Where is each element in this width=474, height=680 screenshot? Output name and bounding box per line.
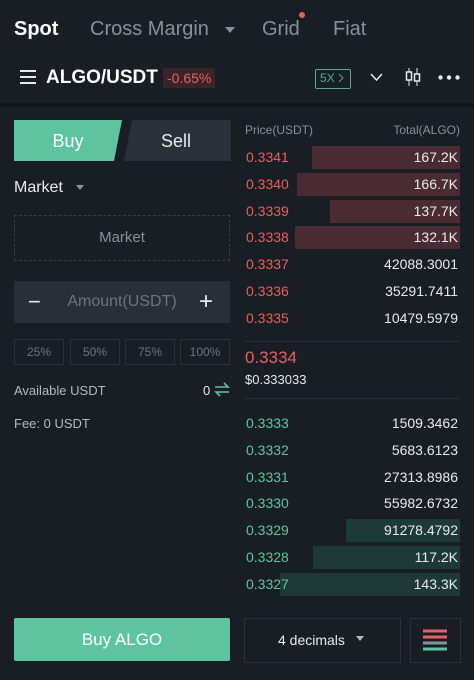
total: 132.1K xyxy=(413,229,458,246)
submit-button[interactable]: Buy ALGO xyxy=(14,618,230,661)
plus-button[interactable]: + xyxy=(199,288,214,315)
price: 0.3331 xyxy=(246,468,289,485)
depth-bar xyxy=(295,226,460,250)
total: 143.3K xyxy=(413,575,458,592)
pair-symbol[interactable]: ALGO/USDT xyxy=(46,67,158,88)
price: 0.3333 xyxy=(246,415,289,431)
price: 0.3338 xyxy=(246,229,289,246)
total: 117.2K xyxy=(414,549,458,565)
minus-button[interactable]: − xyxy=(28,289,41,314)
total: 27313.8986 xyxy=(384,468,458,485)
percent-button[interactable]: 25% xyxy=(14,339,64,365)
ask-row: 0.3338 132.1K xyxy=(244,226,460,250)
tab[interactable]: Spot xyxy=(14,18,59,40)
bid-row: 0.3331 27313.8986 xyxy=(244,466,460,489)
price: 0.3337 xyxy=(246,256,289,273)
bid-row: 0.3332 5683.6123 xyxy=(244,439,460,462)
total: 5683.6123 xyxy=(391,441,458,458)
depth-bar xyxy=(280,572,460,596)
bid-row: 0.3327 143.3K xyxy=(244,572,460,596)
tab[interactable]: Cross Margin xyxy=(90,18,209,40)
price: 0.3339 xyxy=(246,202,289,219)
dropdown-icon xyxy=(76,185,84,190)
depth-bar xyxy=(312,146,460,169)
divider xyxy=(0,103,474,107)
percent-button[interactable]: 50% xyxy=(70,339,120,365)
total: 42088.3001 xyxy=(384,256,458,273)
notification-dot xyxy=(299,12,305,18)
expand-icon[interactable] xyxy=(370,73,383,81)
price: 0.3327 xyxy=(246,575,289,592)
more-icon[interactable] xyxy=(438,75,460,80)
total: 166.7K xyxy=(413,175,458,192)
total: 1509.3462 xyxy=(391,415,458,431)
percent-button[interactable]: 75% xyxy=(125,339,175,365)
last-price-usd: $0.333033 xyxy=(245,372,307,387)
bid-row: 0.3333 1509.3462 xyxy=(244,412,460,435)
price-header: Price(USDT) xyxy=(245,123,313,137)
bid-row: 0.3328 117.2K xyxy=(244,546,460,569)
total-header: Total(ALGO) xyxy=(393,123,460,137)
leverage-box[interactable] xyxy=(315,69,351,89)
fee: Fee: 0 USDT xyxy=(14,416,90,431)
price-change: -0.65% xyxy=(163,68,216,88)
ask-row: 0.3336 35291.7411 xyxy=(244,280,460,303)
price: 0.3332 xyxy=(246,441,289,458)
bid-row: 0.3329 91278.4792 xyxy=(244,519,460,543)
decimals: 4 decimals xyxy=(278,632,345,648)
ask-row: 0.3341 167.2K xyxy=(244,146,460,169)
decimals-select[interactable] xyxy=(244,618,401,663)
menu-icon[interactable] xyxy=(20,70,36,84)
depth-bar xyxy=(346,519,460,543)
layout-button[interactable] xyxy=(410,618,461,663)
transfer-icon[interactable] xyxy=(214,382,230,397)
separator xyxy=(244,341,460,342)
chevron-icon xyxy=(338,73,344,83)
leverage: 5X xyxy=(320,71,335,85)
price: 0.3341 xyxy=(246,149,289,165)
total: 35291.7411 xyxy=(385,283,458,299)
price: 0.3340 xyxy=(246,175,289,192)
ask-row: 0.3337 42088.3001 xyxy=(244,253,460,276)
total: 167.2K xyxy=(413,149,458,165)
bid-row: 0.3330 55982.6732 xyxy=(244,492,460,515)
tab[interactable]: Fiat xyxy=(333,18,367,40)
depth-bar xyxy=(297,172,460,196)
price: 0.3336 xyxy=(246,283,289,299)
total: 137.7K xyxy=(413,202,458,219)
buy-tab[interactable]: Buy xyxy=(52,131,84,151)
dropdown-icon xyxy=(225,27,235,33)
percent-button[interactable]: 100% xyxy=(180,339,230,365)
separator xyxy=(244,398,460,399)
last-price: 0.3334 xyxy=(245,348,297,367)
order-type[interactable]: Market xyxy=(14,179,63,196)
depth-bar xyxy=(313,546,460,569)
ask-row: 0.3335 10479.5979 xyxy=(244,307,460,330)
total: 91278.4792 xyxy=(384,522,458,539)
depth-bar xyxy=(330,199,460,223)
price: 0.3330 xyxy=(246,495,289,512)
sell-tab[interactable]: Sell xyxy=(160,131,191,151)
ask-row: 0.3340 166.7K xyxy=(244,172,460,196)
dropdown-icon xyxy=(356,636,364,641)
price: 0.3335 xyxy=(246,309,289,326)
available-label: Available USDT xyxy=(14,383,106,398)
tab[interactable]: Grid xyxy=(262,18,300,40)
price-input: Market xyxy=(14,215,230,261)
chart-icon[interactable] xyxy=(405,68,421,86)
total: 10479.5979 xyxy=(384,309,458,326)
available-value: 0 xyxy=(203,383,211,398)
amount-input[interactable] xyxy=(14,281,230,323)
price: 0.3328 xyxy=(246,549,289,565)
ask-row: 0.3339 137.7K xyxy=(244,199,460,223)
side-toggle xyxy=(14,120,231,161)
price: 0.3329 xyxy=(246,522,289,539)
layout-icon xyxy=(423,629,447,651)
total: 55982.6732 xyxy=(384,495,458,512)
amount-placeholder: Amount(USDT) xyxy=(67,293,177,310)
